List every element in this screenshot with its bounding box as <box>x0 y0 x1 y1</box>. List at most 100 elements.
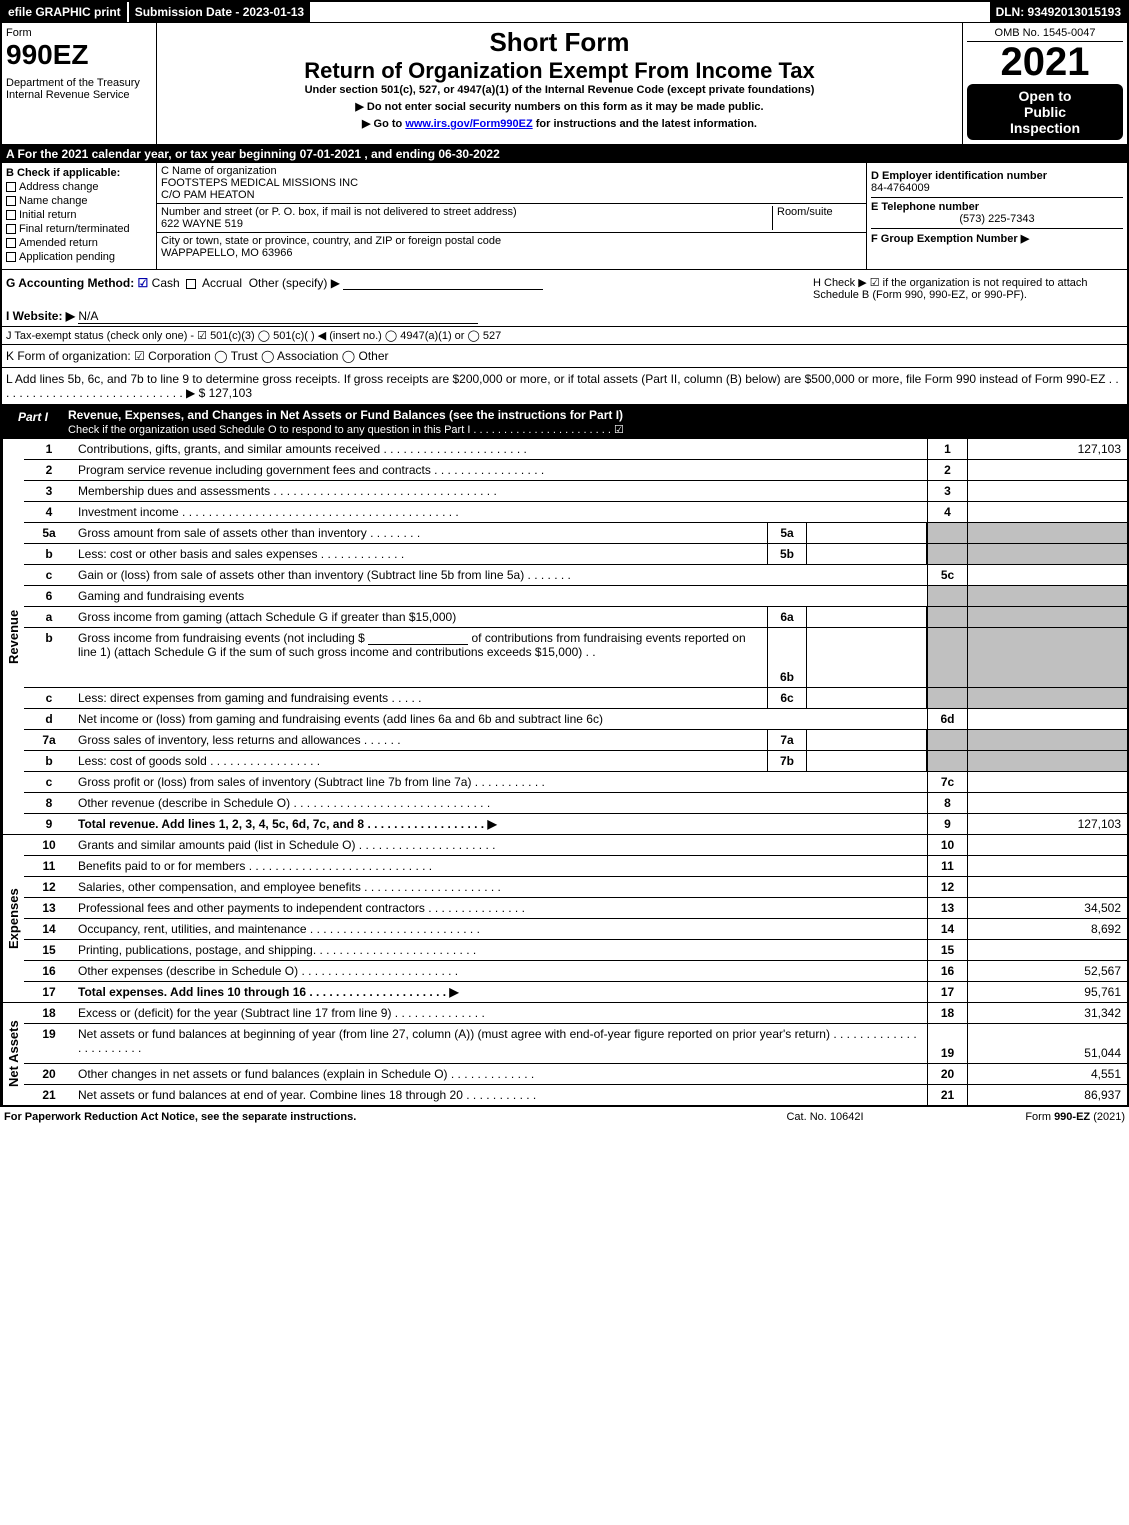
irs-link[interactable]: www.irs.gov/Form990EZ <box>405 118 532 130</box>
form-header: Form 990EZ Department of the Treasury In… <box>2 23 1127 145</box>
line-11: 11 Benefits paid to or for members . . .… <box>24 856 1127 877</box>
check-initial[interactable]: Initial return <box>6 209 152 221</box>
org-name-row: C Name of organization FOOTSTEPS MEDICAL… <box>157 163 866 204</box>
line-6c: c Less: direct expenses from gaming and … <box>24 688 1127 709</box>
line-6a: a Gross income from gaming (attach Sched… <box>24 607 1127 628</box>
footer-right: Form 990-EZ (2021) <box>925 1111 1125 1123</box>
line-7a: 7a Gross sales of inventory, less return… <box>24 730 1127 751</box>
line-17: 17 Total expenses. Add lines 10 through … <box>24 982 1127 1002</box>
form-label: Form <box>6 27 152 39</box>
line-6: 6 Gaming and fundraising events <box>24 586 1127 607</box>
line-5a: 5a Gross amount from sale of assets othe… <box>24 523 1127 544</box>
revenue-section: Revenue 1 Contributions, gifts, grants, … <box>2 439 1127 835</box>
part1-title: Revenue, Expenses, and Changes in Net As… <box>68 408 1121 436</box>
check-pending[interactable]: Application pending <box>6 251 152 263</box>
line-1: 1 Contributions, gifts, grants, and simi… <box>24 439 1127 460</box>
section-a: A For the 2021 calendar year, or tax yea… <box>2 145 1127 163</box>
col-c: C Name of organization FOOTSTEPS MEDICAL… <box>157 163 867 269</box>
line-18: 18 Excess or (deficit) for the year (Sub… <box>24 1003 1127 1024</box>
instr2-suffix: for instructions and the latest informat… <box>533 118 757 130</box>
open-public-badge: Open to Public Inspection <box>967 84 1123 140</box>
other-label: Other (specify) ▶ <box>249 276 340 290</box>
accounting-method: G Accounting Method: ☑ Cash Accrual Othe… <box>6 276 813 301</box>
dln-label: DLN: 93492013015193 <box>990 2 1127 22</box>
dept-label: Department of the Treasury <box>6 77 152 89</box>
org-name: FOOTSTEPS MEDICAL MISSIONS INC <box>161 177 862 189</box>
open-line-3: Inspection <box>971 120 1119 136</box>
city-row: City or town, state or province, country… <box>157 233 866 261</box>
line-14: 14 Occupancy, rent, utilities, and maint… <box>24 919 1127 940</box>
addr-row: Number and street (or P. O. box, if mail… <box>157 204 866 233</box>
line-7b: b Less: cost of goods sold . . . . . . .… <box>24 751 1127 772</box>
check-name[interactable]: Name change <box>6 195 152 207</box>
top-bar: efile GRAPHIC print Submission Date - 20… <box>2 2 1127 23</box>
d-label: D Employer identification number <box>871 170 1123 182</box>
revenue-side-label: Revenue <box>2 439 24 834</box>
revenue-body: 1 Contributions, gifts, grants, and simi… <box>24 439 1127 834</box>
part1-label: Part I <box>8 408 58 436</box>
open-line-2: Public <box>971 104 1119 120</box>
row-j: J Tax-exempt status (check only one) - ☑… <box>2 327 1127 345</box>
line-15: 15 Printing, publications, postage, and … <box>24 940 1127 961</box>
other-field[interactable] <box>343 276 543 290</box>
f-label: F Group Exemption Number ▶ <box>871 232 1123 245</box>
open-line-1: Open to <box>971 88 1119 104</box>
h-check: H Check ▶ ☑ if the organization is not r… <box>813 276 1123 301</box>
line-8: 8 Other revenue (describe in Schedule O)… <box>24 793 1127 814</box>
instruction-2: ▶ Go to www.irs.gov/Form990EZ for instru… <box>161 117 958 130</box>
row-l: L Add lines 5b, 6c, and 7b to line 9 to … <box>2 368 1127 405</box>
row-k: K Form of organization: ☑ Corporation ◯ … <box>2 345 1127 368</box>
col-b: B Check if applicable: Address change Na… <box>2 163 157 269</box>
irs-label: Internal Revenue Service <box>6 89 152 101</box>
line-13: 13 Professional fees and other payments … <box>24 898 1127 919</box>
line-5c: c Gain or (loss) from sale of assets oth… <box>24 565 1127 586</box>
ein-row: D Employer identification number 84-4764… <box>871 167 1123 198</box>
line-5b: b Less: cost or other basis and sales ex… <box>24 544 1127 565</box>
form-number: 990EZ <box>6 39 152 71</box>
phone-value: (573) 225-7343 <box>871 213 1123 225</box>
check-final[interactable]: Final return/terminated <box>6 223 152 235</box>
e-label: E Telephone number <box>871 201 1123 213</box>
room-label: Room/suite <box>772 206 862 230</box>
footer-left: For Paperwork Reduction Act Notice, see … <box>4 1111 725 1123</box>
addr-label: Number and street (or P. O. box, if mail… <box>161 206 772 218</box>
page-footer: For Paperwork Reduction Act Notice, see … <box>0 1107 1129 1127</box>
form-container: efile GRAPHIC print Submission Date - 20… <box>0 0 1129 1107</box>
netassets-side-label: Net Assets <box>2 1003 24 1105</box>
line-6b: b Gross income from fundraising events (… <box>24 628 1127 688</box>
info-grid: B Check if applicable: Address change Na… <box>2 163 1127 270</box>
footer-center: Cat. No. 10642I <box>725 1111 925 1123</box>
part1-check: Check if the organization used Schedule … <box>68 424 624 436</box>
row-l-value: 127,103 <box>209 386 252 400</box>
efile-label: efile GRAPHIC print <box>2 2 127 22</box>
short-form-title: Short Form <box>161 27 958 58</box>
header-left: Form 990EZ Department of the Treasury In… <box>2 23 157 144</box>
check-amended[interactable]: Amended return <box>6 237 152 249</box>
group-row: F Group Exemption Number ▶ <box>871 229 1123 248</box>
col-de: D Employer identification number 84-4764… <box>867 163 1127 269</box>
accrual-checkbox[interactable] <box>186 279 196 289</box>
form-subtitle: Under section 501(c), 527, or 4947(a)(1)… <box>161 84 958 96</box>
website-value: N/A <box>78 309 478 324</box>
name-label: C Name of organization <box>161 165 862 177</box>
line-4: 4 Investment income . . . . . . . . . . … <box>24 502 1127 523</box>
line-2: 2 Program service revenue including gove… <box>24 460 1127 481</box>
col-b-title: B Check if applicable: <box>6 167 152 179</box>
check-address[interactable]: Address change <box>6 181 152 193</box>
line-3: 3 Membership dues and assessments . . . … <box>24 481 1127 502</box>
city-value: WAPPAPELLO, MO 63966 <box>161 247 862 259</box>
i-label: I Website: ▶ <box>6 309 75 323</box>
instruction-1: ▶ Do not enter social security numbers o… <box>161 100 958 113</box>
return-title: Return of Organization Exempt From Incom… <box>161 58 958 84</box>
netassets-body: 18 Excess or (deficit) for the year (Sub… <box>24 1003 1127 1105</box>
contrib-field[interactable] <box>368 631 468 645</box>
line-20: 20 Other changes in net assets or fund b… <box>24 1064 1127 1085</box>
line-19: 19 Net assets or fund balances at beginn… <box>24 1024 1127 1064</box>
line-21: 21 Net assets or fund balances at end of… <box>24 1085 1127 1105</box>
instr2-prefix: ▶ Go to <box>362 118 405 130</box>
city-label: City or town, state or province, country… <box>161 235 862 247</box>
netassets-section: Net Assets 18 Excess or (deficit) for th… <box>2 1003 1127 1105</box>
header-center: Short Form Return of Organization Exempt… <box>157 23 962 144</box>
line-7c: c Gross profit or (loss) from sales of i… <box>24 772 1127 793</box>
addr-value: 622 WAYNE 519 <box>161 218 772 230</box>
